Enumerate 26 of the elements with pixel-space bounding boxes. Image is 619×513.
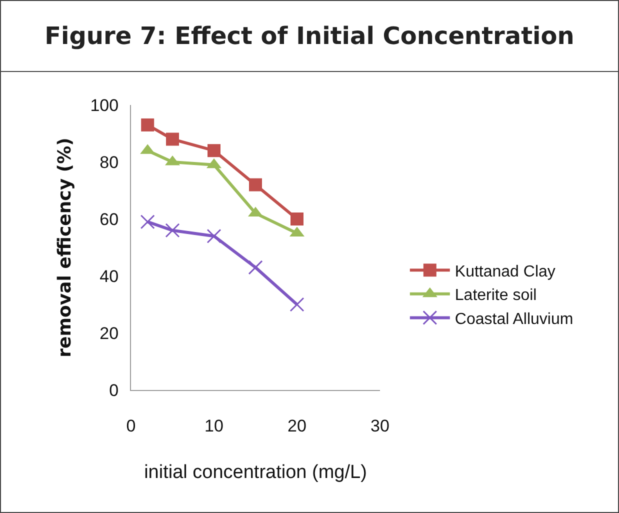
x-tick-label: 30 (370, 416, 390, 436)
point (249, 178, 262, 192)
point (141, 118, 154, 132)
x-axis-title: initial concentration (mg/L) (144, 462, 367, 484)
point (166, 132, 179, 146)
y-axis-title: removal efficency (%) (54, 138, 76, 358)
x-tick-label: 20 (288, 416, 306, 436)
y-tick-label: 80 (100, 152, 119, 172)
y-tick-label: 0 (109, 380, 119, 400)
y-tick-label: 40 (100, 266, 119, 286)
point (165, 223, 180, 238)
y-tick-label: 60 (100, 210, 119, 229)
point (208, 144, 220, 158)
point (140, 214, 155, 230)
y-tick-label: 100 (90, 96, 119, 115)
point (248, 260, 263, 275)
legend-label: Coastal Alluvium (454, 310, 574, 328)
point (206, 228, 222, 244)
chart-title: Figure 7: Effect of Initial Concentration (1, 1, 618, 72)
legend-label: Laterite soil (454, 287, 537, 304)
x-tick-label: 0 (126, 416, 136, 436)
legend-label: Kuttanad Clay (454, 263, 556, 280)
point (290, 297, 304, 312)
y-tick-label: 20 (100, 324, 119, 343)
x-tick-label: 10 (204, 416, 224, 436)
point (290, 212, 304, 226)
